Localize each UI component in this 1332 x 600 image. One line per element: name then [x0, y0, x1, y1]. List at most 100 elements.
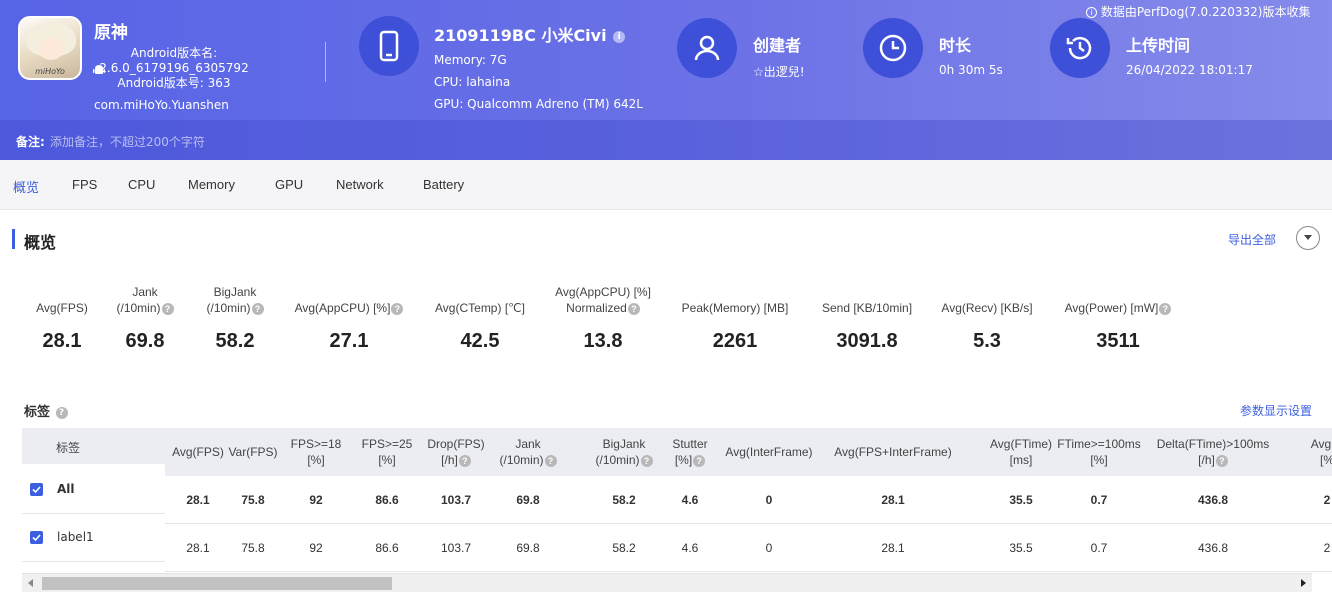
- help-icon[interactable]: ?: [161, 302, 174, 315]
- table-row[interactable]: 28.1 75.8 92 86.6 103.7 69.8 58.2 4.6 0 28.1 35.5 0…: [165, 524, 1332, 572]
- tab-network[interactable]: Network: [336, 177, 384, 192]
- help-icon[interactable]: ?: [627, 302, 640, 315]
- column-header-line2: [ms]: [961, 452, 1081, 468]
- column-header[interactable]: Jank (/10min)?: [468, 436, 588, 468]
- metric-label-line2: (/10min)?: [165, 300, 305, 316]
- help-icon[interactable]: ?: [55, 406, 68, 419]
- report-header: miHoYo 原神 Android版本名: 2.6.0_6179196_6305…: [0, 0, 1332, 160]
- column-header-line2-text: [%]: [1090, 453, 1108, 467]
- scrollbar-thumb[interactable]: [42, 577, 392, 590]
- device-info-icon[interactable]: i: [613, 30, 626, 43]
- row-checkbox[interactable]: [30, 531, 43, 544]
- metric-label-text: (/10min): [206, 301, 251, 315]
- metric-label-text: Send [KB/10min]: [821, 301, 913, 315]
- column-header[interactable]: Drop(FPS) [/h]?: [396, 436, 516, 468]
- table-cell: 58.2: [612, 541, 636, 555]
- overview-title: 概览: [24, 233, 57, 252]
- metric-label-line2: Avg(Recv) [KB/s]: [917, 300, 1057, 316]
- help-icon[interactable]: ?: [693, 454, 706, 467]
- column-header-line1: Avg(FTime): [989, 437, 1052, 451]
- table-row[interactable]: 28.1 75.8 92 86.6 103.7 69.8 58.2 4.6 0 28.1 35.5 0…: [165, 476, 1332, 524]
- metric-value: 28.1: [42, 330, 82, 352]
- column-header[interactable]: FTime>=100ms [%]: [1039, 436, 1159, 468]
- column-header-line1: Avg(A: [1310, 437, 1332, 451]
- tab-gpu[interactable]: GPU: [275, 177, 304, 192]
- metric-label-text: Avg(Recv) [KB/s]: [941, 301, 1033, 315]
- param-settings-link[interactable]: 参数显示设置: [1240, 404, 1313, 418]
- column-header-line2-text: [%]: [307, 453, 325, 467]
- table-row[interactable]: All: [22, 466, 165, 514]
- column-header[interactable]: Avg(FTime) [ms]: [961, 436, 1081, 468]
- phone-icon: [359, 16, 419, 76]
- column-header-line1: FPS>=18: [290, 437, 342, 451]
- metric-label: Avg(AppCPU) [%] Normalized?: [533, 284, 673, 316]
- metric-label-line2: Avg(FPS): [0, 300, 132, 316]
- table-cell: 4.6: [681, 493, 699, 507]
- column-header-line2-text: [ms]: [1009, 453, 1033, 467]
- column-header-line2: [%]: [1039, 452, 1159, 468]
- table-cell: 58.2: [612, 493, 636, 507]
- tab-memory[interactable]: Memory: [188, 177, 235, 192]
- tab-overview[interactable]: 概览: [13, 180, 40, 195]
- tags-table-fixed: 标签 All label1: [22, 428, 165, 573]
- metric-label-line1: [917, 284, 1057, 300]
- column-header[interactable]: Var(FPS): [193, 444, 313, 460]
- table-cell: 0: [765, 541, 773, 555]
- credit-text: i 数据由PerfDog(7.0.220332)版本收集: [1086, 3, 1310, 20]
- column-header[interactable]: Stutter [%]?: [630, 436, 750, 468]
- horizontal-scrollbar[interactable]: [22, 573, 1312, 592]
- column-header-line2: [%]?: [630, 452, 750, 468]
- android-icon: [93, 65, 105, 74]
- collapse-button[interactable]: [1296, 226, 1320, 250]
- table-cell: 436.8: [1197, 493, 1229, 507]
- table-cell: 0.7: [1090, 493, 1108, 507]
- help-icon[interactable]: ?: [391, 302, 404, 315]
- label-header-text: 标签: [56, 441, 81, 455]
- column-header[interactable]: Delta(FTime)>100ms [/h]?: [1153, 436, 1273, 468]
- device-memory: Memory: 7G: [434, 53, 507, 67]
- table-row[interactable]: label1: [22, 514, 165, 562]
- tab-cpu[interactable]: CPU: [128, 177, 156, 192]
- metric-label-text: Avg(CTemp) [℃]: [435, 301, 525, 315]
- column-header-line2: [%]: [327, 452, 447, 468]
- metric-value: 5.3: [973, 330, 1001, 352]
- column-header[interactable]: BigJank (/10min)?: [564, 436, 684, 468]
- column-header[interactable]: Avg(InterFrame): [709, 444, 829, 460]
- table-header: Avg(FPS) Var(FPS) FPS>=18 [%] FPS>=25 [%] Drop…: [165, 428, 1332, 476]
- metric-label-text: Peak(Memory) [MB]: [681, 301, 789, 315]
- row-checkbox[interactable]: [30, 483, 43, 496]
- column-header-line1: Avg(InterFrame): [725, 445, 813, 459]
- table-cell: 0.7: [1090, 541, 1108, 555]
- column-header-line2-text: [%]: [674, 453, 693, 467]
- column-header[interactable]: FPS>=18 [%]: [256, 436, 376, 468]
- help-icon[interactable]: ?: [544, 454, 557, 467]
- column-header[interactable]: Avg(A [%: [1267, 436, 1332, 468]
- column-header[interactable]: Avg(FPS+InterFrame): [833, 444, 953, 460]
- export-all-link[interactable]: 导出全部: [1228, 233, 1277, 247]
- column-header-line2: [/h]?: [1153, 452, 1273, 468]
- metric-label: Jank (/10min)?: [75, 284, 215, 316]
- help-icon[interactable]: ?: [1159, 302, 1172, 315]
- help-icon[interactable]: ?: [640, 454, 653, 467]
- help-icon[interactable]: ?: [1215, 454, 1228, 467]
- row-label: All: [57, 482, 75, 496]
- creator-title: 创建者: [753, 36, 802, 55]
- help-icon[interactable]: ?: [458, 454, 471, 467]
- note-label: 备注:: [16, 135, 45, 149]
- column-header-line2: [/h]?: [396, 452, 516, 468]
- tab-fps[interactable]: FPS: [72, 177, 98, 192]
- app-package: com.miHoYo.Yuanshen: [94, 98, 229, 112]
- metric-label-text: Avg(Power) [mW]: [1064, 301, 1159, 315]
- note-input[interactable]: 添加备注，不超过200个字符: [50, 135, 205, 149]
- column-header[interactable]: Avg(FPS): [165, 444, 258, 460]
- help-icon[interactable]: ?: [251, 302, 264, 315]
- table-cell: 28.1: [186, 541, 210, 555]
- column-header-line2-text: [/h]: [1198, 453, 1215, 467]
- scroll-right-icon[interactable]: [1301, 579, 1306, 587]
- column-header[interactable]: FPS>=25 [%]: [327, 436, 447, 468]
- metric-label: Avg(Power) [mW]?: [1048, 284, 1188, 316]
- metric-label-line1: [665, 284, 805, 300]
- column-header-line1: Stutter: [672, 437, 708, 451]
- scroll-left-icon[interactable]: [28, 579, 33, 587]
- tab-battery[interactable]: Battery: [423, 177, 465, 192]
